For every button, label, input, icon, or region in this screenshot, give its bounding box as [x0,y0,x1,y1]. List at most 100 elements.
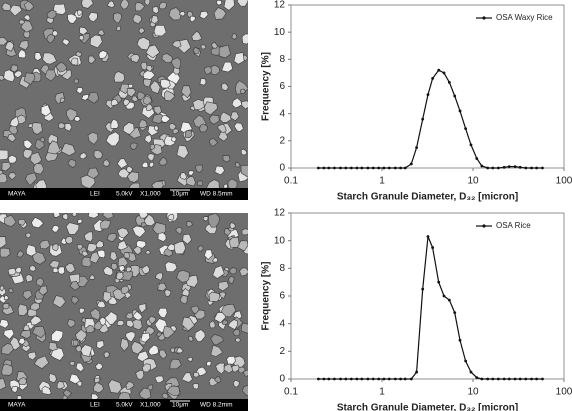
y-tick-label: 0 [279,374,285,385]
granule [0,149,9,161]
granule [73,78,79,84]
x-tick-label: 100 [556,176,572,187]
data-point [513,165,517,169]
granule [163,90,176,102]
granule [185,129,193,139]
granule [89,308,101,321]
granule [233,122,244,132]
data-point [409,377,413,381]
data-point [447,298,451,302]
data-point [496,166,500,170]
granule [78,307,86,314]
granule [51,30,59,37]
granule [78,35,85,41]
granule [63,389,72,398]
granule [116,25,121,32]
data-point [524,166,528,170]
data-point [355,377,359,381]
granule [238,366,246,374]
granule [209,137,219,147]
granule [186,221,193,228]
granule [207,213,220,228]
granule [140,222,147,228]
granule [149,80,161,94]
granule [189,15,196,23]
granule [119,338,130,352]
granule [190,305,200,315]
granule [118,265,126,272]
granule [175,226,183,235]
series-line [318,69,543,169]
granule [233,52,245,65]
data-point [453,311,457,314]
y-axis-label: Frequency [%] [261,262,272,331]
granule [39,239,51,250]
granule [102,159,111,167]
data-point [530,166,533,170]
data-point [344,377,348,381]
data-point [421,287,425,291]
granule [145,103,154,111]
info-label: 5.0kV [116,402,133,409]
granule [69,280,80,291]
granule [157,307,168,319]
granule [8,267,17,276]
y-tick-label: 8 [279,263,285,274]
data-point [415,370,418,374]
data-point [475,376,479,380]
data-point [377,377,381,381]
granule [89,274,96,280]
granule [79,152,88,160]
granule [210,45,222,56]
granule [113,12,122,24]
granule [147,153,155,162]
granule [166,243,176,251]
granule [87,11,98,23]
granule [1,343,14,355]
data-point [382,166,386,170]
y-tick-label: 12 [274,208,286,219]
data-point [426,93,430,97]
data-point [426,235,430,238]
granule [228,275,235,284]
granule [233,310,243,320]
granule [116,319,125,327]
granule [96,340,105,349]
x-tick-label: 10 [467,176,479,187]
granule [14,266,22,274]
granule [218,44,231,59]
granule [83,231,94,243]
y-tick-label: 4 [279,318,285,329]
granule [230,111,240,122]
data-point [475,157,479,160]
granule [140,332,151,343]
granule [25,244,37,257]
data-point [469,143,473,147]
granule [192,383,199,390]
data-point [387,377,391,381]
granule [141,106,156,119]
legend-label: OSA Rice [496,221,531,230]
granule [176,269,190,283]
legend-label: OSA Waxy Rice [496,13,553,22]
data-point [535,166,539,170]
granule [126,88,137,98]
x-axis-label: Starch Granule Diameter, D₃₂ [micron] [337,403,518,411]
data-point [327,377,331,381]
info-bar [0,399,248,411]
granule [199,10,209,20]
granule [69,360,76,367]
granule [104,311,118,326]
granule [81,93,89,101]
granule [131,95,139,103]
granule [241,33,248,45]
granule [46,9,57,19]
granule [203,65,212,75]
data-point [360,166,364,170]
granule [142,70,156,80]
granule [213,7,227,20]
plot-frame [290,4,565,169]
granule [65,222,80,235]
y-tick-label: 12 [274,0,286,11]
granule [157,232,167,243]
